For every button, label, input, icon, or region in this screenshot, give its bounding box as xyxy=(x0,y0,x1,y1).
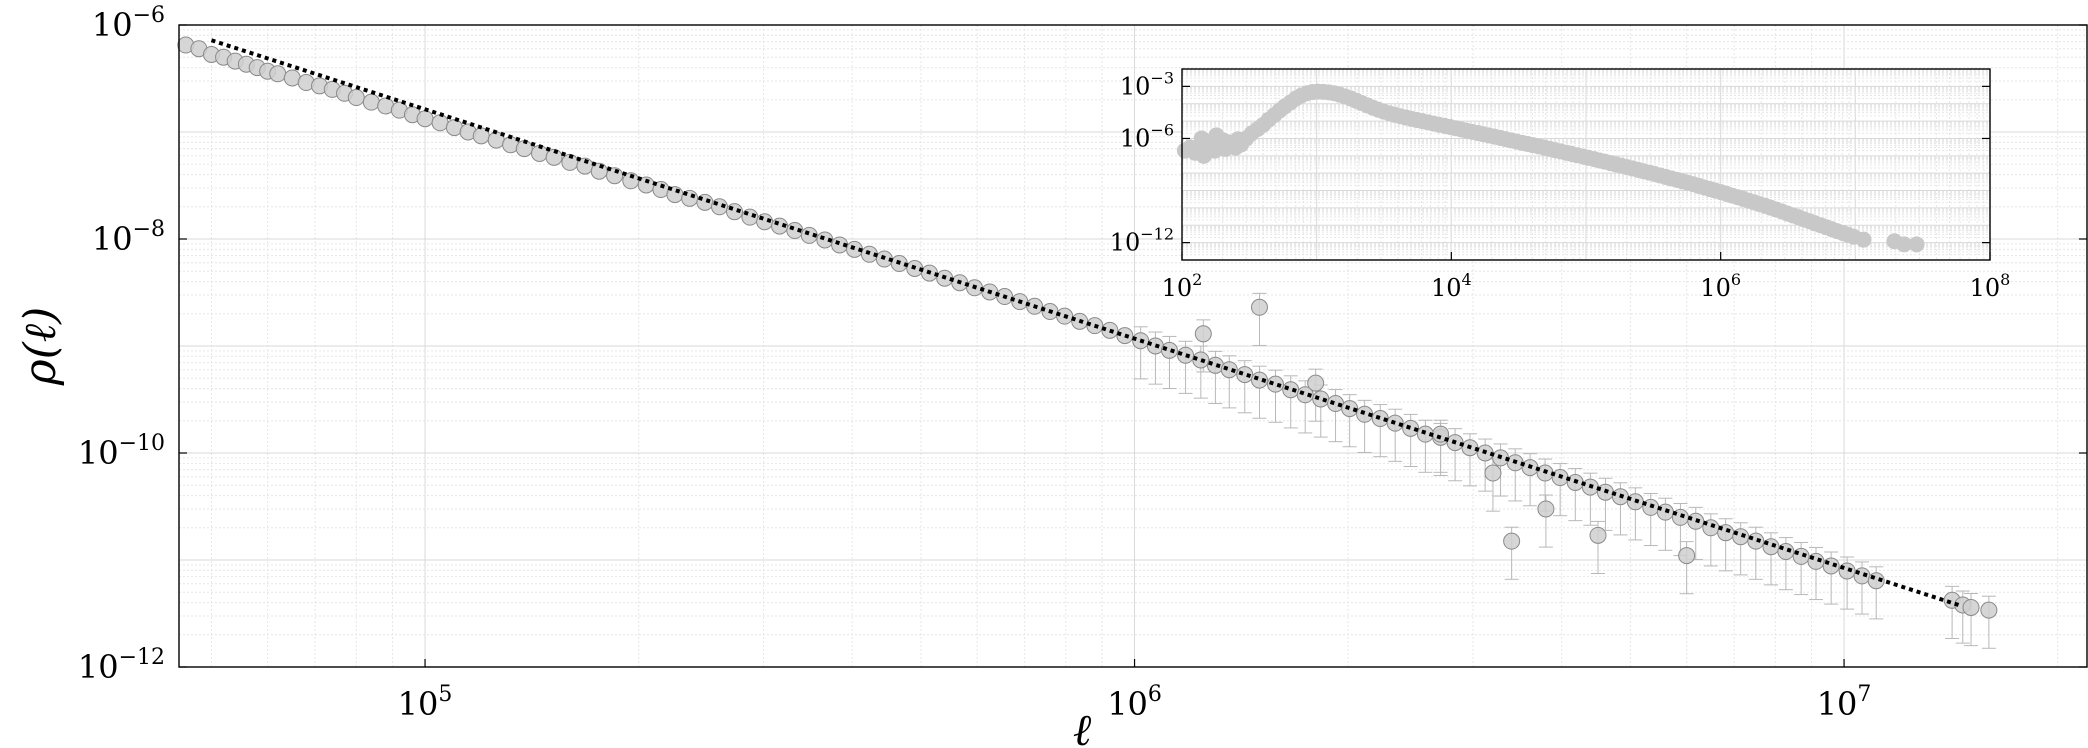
main-data-point xyxy=(545,148,563,166)
main-data-point xyxy=(1807,552,1825,570)
main-data-point xyxy=(347,89,365,107)
main-y-tick-label: 10−6 xyxy=(92,3,165,44)
main-data-point xyxy=(1402,419,1420,437)
main-data-point xyxy=(1503,532,1521,550)
main-data-point xyxy=(1116,327,1134,345)
main-data-point xyxy=(1307,374,1325,392)
main-data-point xyxy=(1484,464,1502,482)
inset-ticks: 102 104 106 108 10−3 10−6 10−12 xyxy=(1110,68,2011,302)
main-data-point xyxy=(1537,500,1555,518)
main-x-tick-label: 105 xyxy=(398,682,453,723)
inset-data-point xyxy=(1855,231,1872,248)
main-data-point xyxy=(1386,414,1404,432)
main-data-point xyxy=(1341,400,1359,418)
inset-y-tick-label: 10−3 xyxy=(1120,68,1174,100)
main-data-point xyxy=(269,65,287,83)
inset-data-point xyxy=(1908,236,1925,253)
main-y-axis-label: ρ(ℓ) xyxy=(15,307,66,387)
main-data-point xyxy=(741,208,759,226)
inset-x-tick-label: 106 xyxy=(1700,270,1741,302)
main-data-point xyxy=(1250,298,1268,316)
inset-y-tick-label: 10−12 xyxy=(1110,225,1174,257)
main-fit-line xyxy=(210,38,1960,607)
main-data-point xyxy=(1678,547,1696,565)
main-data-point xyxy=(416,110,434,128)
main-fit-line-path xyxy=(210,38,1960,607)
main-ticks: 105 106 107 10−6 10−8 10−10 10−12 xyxy=(78,3,2087,723)
main-axes-frame xyxy=(178,24,2088,668)
main-y-tick-label: 10−12 xyxy=(78,645,165,686)
main-data-point xyxy=(1266,375,1284,393)
inset-data-points xyxy=(1176,83,1925,253)
main-data-point xyxy=(362,93,380,111)
main-data-point xyxy=(431,114,449,132)
main-data-point xyxy=(1980,601,1998,619)
inset-y-tick-label: 10−6 xyxy=(1120,120,1174,152)
inset-data-point xyxy=(1896,236,1913,253)
main-data-point xyxy=(1822,557,1840,575)
main-data-point xyxy=(1160,341,1178,359)
inset-x-tick-label: 104 xyxy=(1431,270,1472,302)
inset-x-tick-label: 102 xyxy=(1162,270,1203,302)
main-y-tick-label: 10−10 xyxy=(78,431,165,472)
inset-data-point xyxy=(1208,127,1225,144)
main-x-axis-label: ℓ xyxy=(1073,705,1092,748)
main-data-point xyxy=(800,226,818,244)
main-chart: 105 106 107 10−6 10−8 10−10 10−12 ℓ ρ(ℓ) xyxy=(15,3,2088,748)
main-data-point xyxy=(1236,366,1254,384)
main-x-tick-label: 106 xyxy=(1107,682,1162,723)
inset-chart: 102 104 106 108 10−3 10−6 10−12 xyxy=(1110,68,2011,302)
main-data-point xyxy=(1962,598,1980,616)
inset-x-tick-label: 108 xyxy=(1970,270,2011,302)
main-data-point xyxy=(1589,526,1607,544)
main-data-points xyxy=(177,36,1998,619)
inset-data-point xyxy=(1229,131,1246,148)
main-data-point xyxy=(1194,325,1212,343)
main-y-tick-label: 10−8 xyxy=(92,217,165,258)
main-x-tick-label: 107 xyxy=(1817,682,1872,723)
main-data-point xyxy=(1177,346,1195,364)
inset-axes-frame xyxy=(1181,68,1991,261)
main-data-point xyxy=(1220,361,1238,379)
